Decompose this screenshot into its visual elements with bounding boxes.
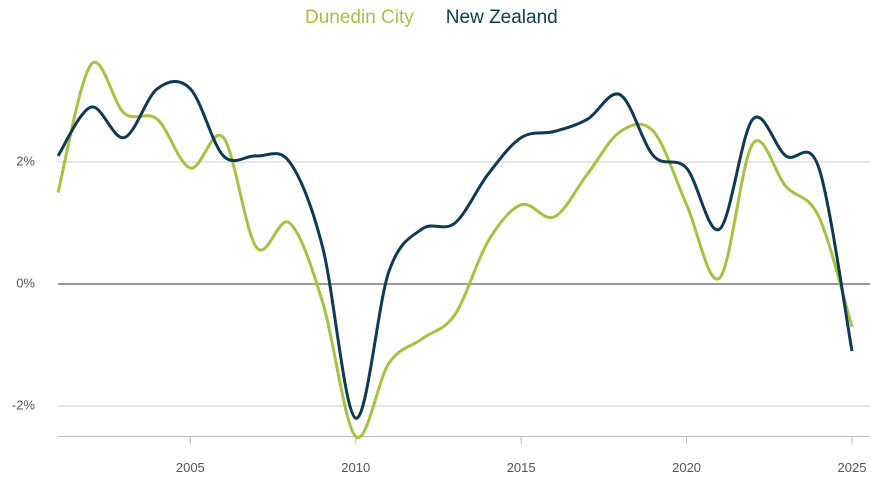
x-tick-label: 2005	[176, 460, 205, 475]
y-tick-label: 0%	[16, 275, 35, 290]
y-tick-label: -2%	[12, 397, 36, 412]
x-tick-label: 2025	[838, 460, 867, 475]
y-tick-label: 2%	[16, 153, 35, 168]
x-tick-label: 2015	[507, 460, 536, 475]
series-line	[56, 80, 854, 420]
x-tick-label: 2010	[341, 460, 370, 475]
x-tick-label: 2020	[672, 460, 701, 475]
legend-entry: New Zealand	[446, 7, 558, 28]
series-line	[56, 60, 854, 439]
legend-entry: Dunedin City	[305, 7, 414, 28]
